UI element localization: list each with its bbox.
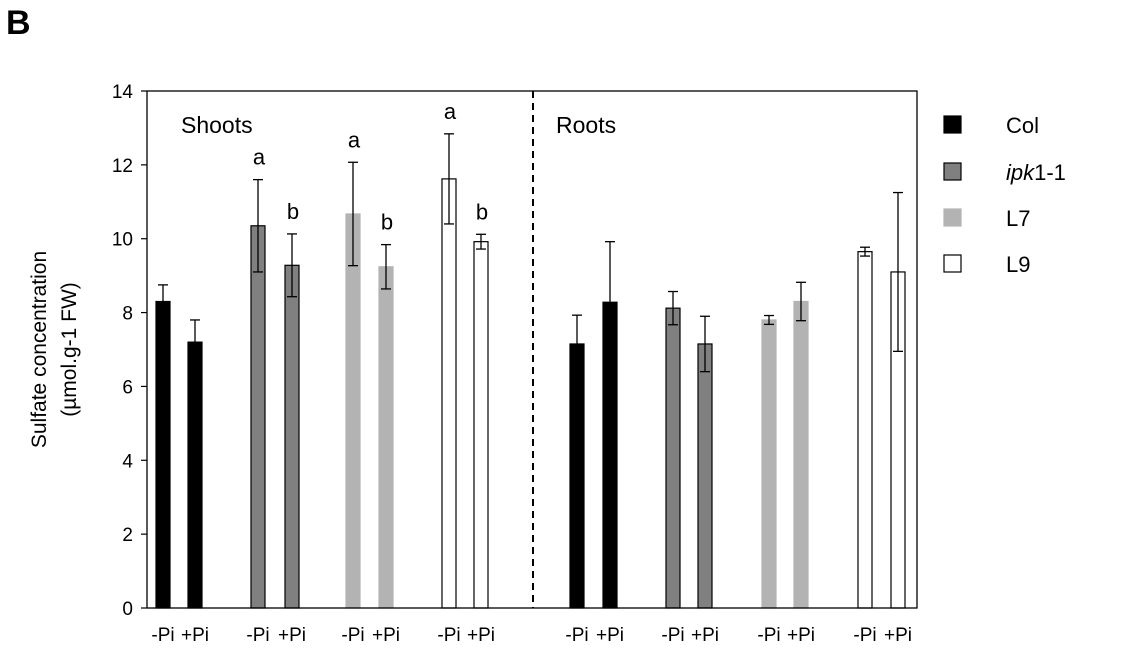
y-tick-label: 4 — [122, 451, 133, 472]
bar-roots-Col--Pi — [569, 343, 585, 609]
tissue-label-shoots: Shoots — [181, 112, 253, 138]
x-tick-label: -Pi — [661, 625, 684, 646]
y-tick-label: 10 — [112, 230, 133, 251]
x-tick-label: +Pi — [372, 625, 400, 646]
legend-label-L7: L7 — [1006, 206, 1030, 231]
significance-letter: b — [476, 199, 488, 224]
x-axis-tick-labels: -Pi +Pi -Pi +Pi -Pi +Pi -Pi +Pi -Pi +Pi -Pi +Pi -Pi +… — [151, 625, 912, 646]
legend-swatch-ipk1-1 — [943, 162, 962, 181]
bar-shoots-Col--Pi — [155, 300, 171, 609]
bar-roots-ipk1-1-+Pi — [697, 343, 713, 609]
x-tick-label: +Pi — [467, 625, 495, 646]
x-tick-label: -Pi — [246, 625, 269, 646]
y-axis-title-line-1: Sulfate concentration — [28, 251, 51, 448]
y-axis-label: Sulfate concentration (µmol.g-1 FW) — [28, 251, 81, 448]
x-tick-label: +Pi — [596, 625, 624, 646]
y-axis-title-line-2: (µmol.g-1 FW) — [58, 282, 81, 417]
significance-labels: a b a b a b — [253, 99, 488, 235]
x-tick-label: -Pi — [853, 625, 876, 646]
bar-roots-L7--Pi — [761, 319, 777, 609]
error-bars — [158, 133, 903, 374]
bar-shoots-ipk1-1-+Pi — [284, 264, 300, 609]
x-tick-label: -Pi — [565, 625, 588, 646]
bars — [155, 178, 906, 609]
x-tick-label: -Pi — [151, 625, 174, 646]
x-tick-label: -Pi — [437, 625, 460, 646]
significance-letter: b — [287, 199, 299, 224]
significance-letter: a — [444, 99, 457, 124]
bar-roots-L7-+Pi — [793, 300, 809, 609]
legend-swatch-L9 — [943, 254, 962, 273]
tissue-labels: Shoots Roots — [181, 112, 616, 138]
x-tick-label: -Pi — [341, 625, 364, 646]
legend-swatch-Col — [943, 115, 962, 134]
legend: Col ipk1-1 L7 L9 — [943, 113, 1066, 277]
bar-roots-ipk1-1--Pi — [665, 307, 681, 609]
y-tick-label: 14 — [112, 82, 134, 103]
legend-label-Col: Col — [1006, 113, 1039, 138]
bar-shoots-L9--Pi — [441, 178, 457, 609]
x-tick-label: +Pi — [181, 625, 209, 646]
x-tick-label: -Pi — [757, 625, 780, 646]
y-tick-label: 6 — [122, 377, 133, 398]
bar-shoots-ipk1-1--Pi — [250, 225, 266, 609]
panel-label: B — [6, 4, 31, 42]
significance-letter: a — [348, 127, 361, 152]
significance-letter: a — [253, 145, 266, 170]
bar-shoots-L9-+Pi — [473, 241, 489, 609]
bar-shoots-Col-+Pi — [187, 341, 203, 609]
tissue-label-roots: Roots — [556, 112, 616, 138]
y-tick-label: 2 — [122, 525, 133, 546]
y-tick-label: 0 — [122, 599, 133, 620]
legend-swatch-L7 — [943, 208, 962, 227]
y-tick-label: 12 — [112, 156, 133, 177]
bar-shoots-L7-+Pi — [378, 266, 394, 609]
legend-label-L9: L9 — [1006, 252, 1030, 277]
legend-label-ipk1-1: ipk1-1 — [1006, 160, 1066, 185]
x-tick-label: +Pi — [691, 625, 719, 646]
y-axis-ticks: 0 2 4 6 8 10 12 14 — [112, 82, 147, 620]
bar-shoots-L7--Pi — [345, 213, 361, 609]
x-tick-label: +Pi — [787, 625, 815, 646]
significance-letter: b — [381, 210, 393, 235]
x-tick-label: +Pi — [278, 625, 306, 646]
y-tick-label: 8 — [122, 304, 133, 325]
x-tick-label: +Pi — [884, 625, 912, 646]
bar-roots-L9--Pi — [857, 251, 873, 609]
